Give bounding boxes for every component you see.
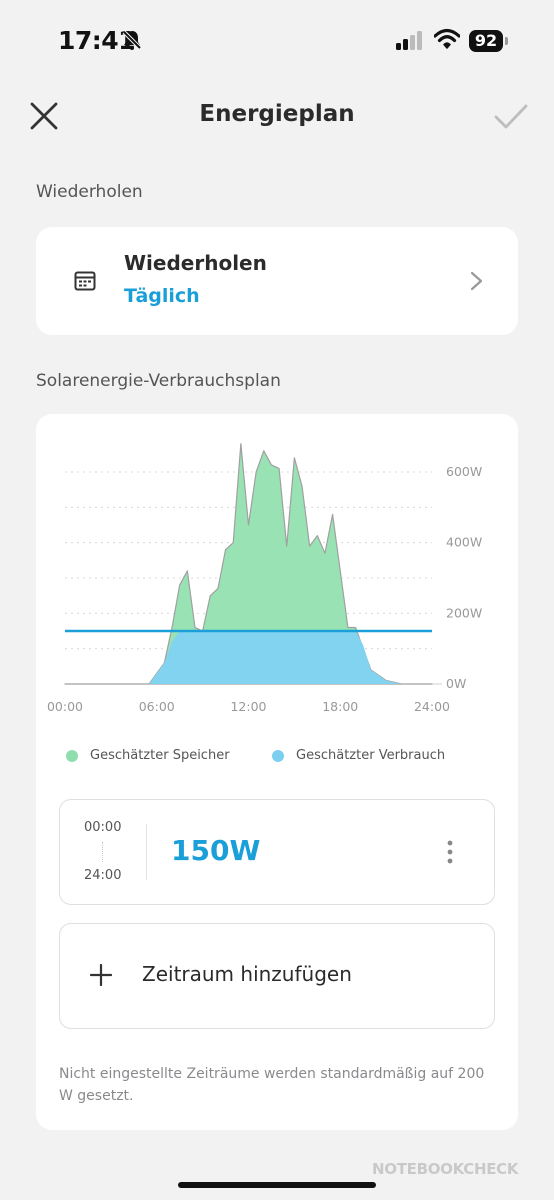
x-tick-label: 12:00 [230,699,266,714]
slot-end-time: 24:00 [84,868,122,883]
cellular-signal-icon [396,31,422,50]
battery-icon: 92 [469,30,503,52]
wifi-icon [434,28,460,49]
plan-section-label: Solarenergie-Verbrauchsplan [36,371,281,391]
legend-label-consumption: Geschätzter Verbrauch [296,748,446,763]
checkmark-icon[interactable] [492,98,530,134]
repeat-section-label: Wiederholen [36,182,143,202]
y-tick-label: 600W [446,464,482,479]
repeat-value: Täglich [124,285,200,307]
default-power-footnote: Nicht eingestellte Zeiträume werden stan… [59,1066,485,1104]
y-tick-label: 200W [446,605,482,620]
x-tick-label: 00:00 [47,699,83,714]
close-icon[interactable] [26,98,62,134]
calendar-icon [74,271,96,291]
nav-bar: Energieplan [0,80,554,150]
add-time-slot-label: Zeitraum hinzufügen [142,962,352,986]
series-area-consumption [65,631,432,684]
chevron-right-icon [470,271,483,291]
x-tick-label: 18:00 [322,699,358,714]
status-bar: 17:41 92 [0,0,554,80]
legend-item-storage: Geschätzter Speicher [66,748,230,763]
home-indicator[interactable] [178,1182,376,1188]
legend-item-consumption: Geschätzter Verbrauch [272,748,445,763]
y-tick-label: 400W [446,535,482,550]
legend-dot-storage [66,749,78,762]
slot-power-value: 150W [171,834,261,867]
page-title: Energieplan [199,101,355,127]
x-tick-label: 06:00 [139,699,175,714]
y-tick-label: 0W [446,676,466,691]
chart-legend: Geschätzter Speicher Geschätzter Verbrau… [36,748,518,772]
x-tick-label: 24:00 [414,699,450,714]
series-area-storage [64,443,433,685]
repeat-title: Wiederholen [124,251,267,275]
battery-tip [505,37,508,45]
more-vertical-icon[interactable] [443,838,457,866]
slot-start-time: 00:00 [84,820,122,835]
add-time-slot-button[interactable]: Zeitraum hinzufügen [59,923,495,1029]
slot-divider [146,824,147,880]
legend-label-storage: Geschätzter Speicher [90,748,230,763]
legend-dot-consumption [272,749,284,762]
plus-icon [90,964,112,986]
bell-slash-icon [122,30,142,50]
status-time: 17:41 [58,26,136,55]
slot-time-connector [102,842,103,862]
plan-card: 00:00 06:00 12:00 18:00 24:00 0W 200W 400W 600W … [36,414,518,1130]
repeat-card[interactable]: Wiederholen Täglich [36,227,518,335]
energy-chart: 00:00 06:00 12:00 18:00 24:00 0W 200W 400W 600W [47,443,482,714]
time-slot-card[interactable]: 00:00 24:00 150W [59,799,495,905]
watermark-text: NOTEBOOKCHECK [372,1160,519,1178]
